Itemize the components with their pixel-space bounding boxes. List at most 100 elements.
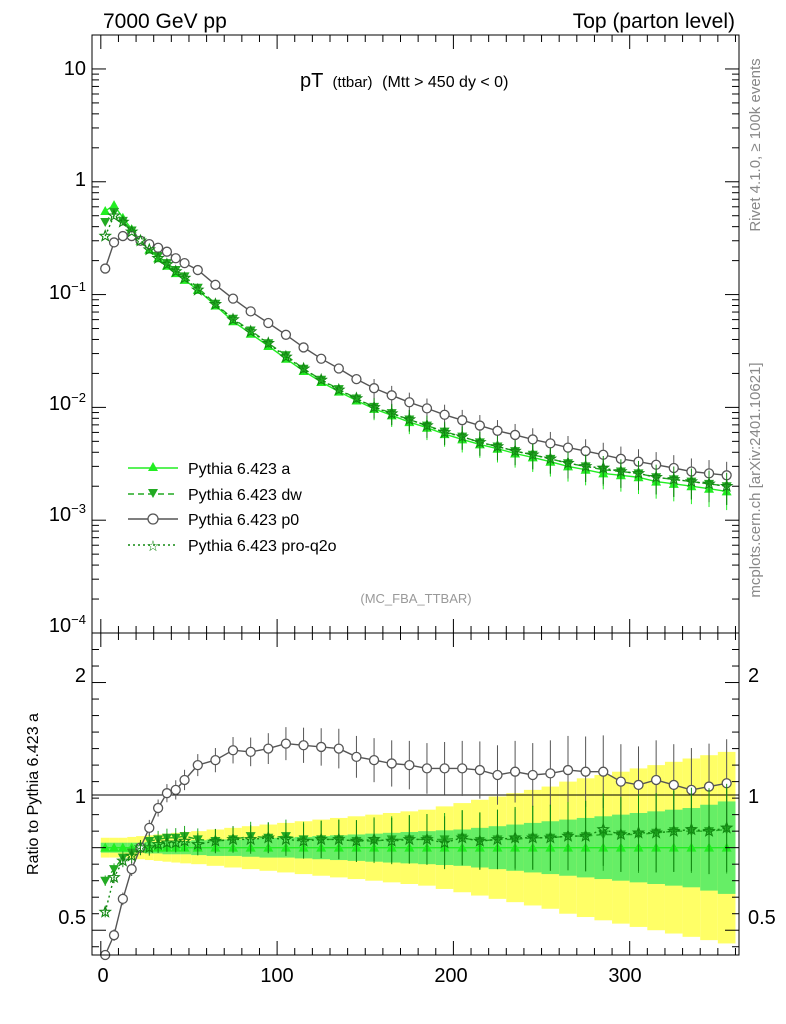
main-point-pro-q2o [243,324,258,338]
main-point-pro-q2o [614,464,628,478]
main-point-p0 [368,383,380,394]
main-point-p0 [263,317,274,329]
ratio-point-pro-q2o [719,820,734,834]
ratio-point-p0 [161,788,173,799]
main-x-axis-ticks [100,35,736,633]
ratio-point-p0 [580,766,591,777]
main-point-pro-q2o [702,476,716,490]
ratio-point-pro-q2o [385,834,399,847]
ratio-point-pro-q2o [578,829,593,842]
main-point-pro-q2o [666,472,681,486]
header-left-label: 7000 GeV pp [103,10,227,33]
main-series-layer [98,200,734,511]
legend: Pythia 6.423 a Pythia 6.423 dw Pythia 6.… [128,461,337,555]
ratio-point-p0 [650,774,662,786]
main-point-p0 [527,434,538,445]
ratio-point-p0 [316,741,327,753]
main-point-pro-q2o [596,460,611,474]
ratio-point-pro-q2o [455,830,469,844]
ratio-point-pro-q2o [332,832,346,846]
ratio-point-p0 [598,766,609,777]
plot-title-main: pT [300,70,323,92]
main-point-p0 [492,425,503,436]
main-point-p0 [509,429,521,441]
main-point-pro-q2o [349,391,364,405]
ratio-point-p0 [421,763,433,774]
ratio-y-tick-label-left: 0.5 [58,907,86,929]
ratio-point-dw [100,876,111,886]
main-point-pro-q2o [543,451,558,465]
plot-title-sub: (ttbar) [333,74,373,91]
main-y-tick-label: 10−4 [49,612,86,637]
ratio-y-axis [92,649,739,948]
legend-marker-dw [148,489,158,498]
ratio-point-a [117,842,128,852]
ratio-point-p0 [263,743,274,754]
main-point-pro-q2o [455,429,469,443]
ratio-point-pro-q2o [490,832,505,846]
ratio-point-pro-q2o [367,832,381,846]
ratio-point-p0 [633,779,644,791]
ratio-point-p0 [227,745,239,756]
main-point-pro-q2o [160,257,174,271]
ratio-point-p0 [351,751,362,762]
main-point-pro-q2o [332,382,346,396]
main-point-p0 [117,230,129,242]
main-y-axis [92,34,739,634]
ratio-point-p0 [404,759,415,771]
main-point-p0 [421,403,433,414]
ratio-point-pro-q2o [561,829,575,842]
main-point-dw [100,217,111,227]
ratio-point-p0 [668,779,679,791]
ratio-point-p0 [144,822,155,834]
main-point-pro-q2o [124,224,139,238]
main-y-tick-label: 10 [64,58,86,80]
ratio-point-pro-q2o [261,830,275,844]
main-point-pro-q2o [631,466,646,480]
main-point-pro-q2o [684,474,699,488]
legend-entry-a: Pythia 6.423 a [128,461,290,478]
ratio-point-p0 [492,769,503,781]
main-point-p0 [170,253,181,264]
mcplots-label: mcplots.cern.ch [arXiv:2401.10621] [747,362,764,597]
main-point-pro-q2o [561,456,575,469]
ratio-point-p0 [192,759,203,771]
main-point-dw [179,272,190,282]
main-y-tick-label: 10−3 [49,501,86,526]
main-point-a [109,200,120,210]
ratio-point-p0 [179,774,190,786]
main-point-p0 [161,246,173,257]
main-point-pro-q2o [133,233,148,247]
legend-marker-p0 [147,513,159,525]
ratio-y-tick-label-right: 2 [748,665,759,687]
main-point-dw [170,266,181,276]
ratio-point-pro-q2o [508,830,522,844]
ratio-point-p0 [170,784,181,796]
ratio-point-p0 [386,758,397,769]
main-point-pro-q2o [98,229,113,242]
ratio-panel: 2 1 0.5 2 1 0.5 0 100 200 300 Ratio to P… [25,632,776,987]
main-point-pro-q2o [190,282,205,296]
ratio-point-p0 [126,863,137,875]
legend-label-a: Pythia 6.423 a [188,461,290,478]
ratio-point-dw [109,865,120,875]
ratio-point-p0 [245,746,256,758]
ratio-y-tick-label-right: 0.5 [748,907,776,929]
ratio-point-pro-q2o [208,834,223,847]
ratio-point-pro-q2o [473,834,487,847]
main-point-pro-q2o [107,208,121,222]
main-point-p0 [351,373,362,385]
main-point-p0 [192,264,203,276]
main-y-tick-label: 10−1 [49,279,86,304]
main-point-dw [109,207,120,217]
x-tick-label: 0 [97,965,108,987]
ratio-point-pro-q2o [243,832,258,846]
legend-marker-a [148,462,158,471]
ratio-point-pro-q2o [402,832,417,846]
main-point-pro-q2o [367,400,381,414]
main-point-p0 [210,279,221,290]
plot-title: pT (ttbar) (Mtt > 450 dy < 0) [300,70,508,92]
ratio-point-pro-q2o [190,837,205,851]
main-point-pro-q2o [508,444,522,457]
ratio-point-p0 [298,740,309,751]
